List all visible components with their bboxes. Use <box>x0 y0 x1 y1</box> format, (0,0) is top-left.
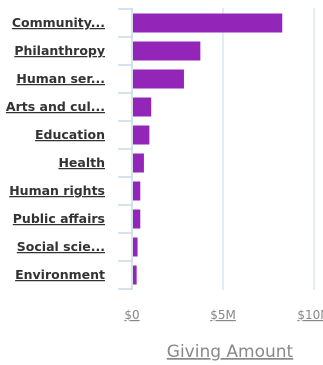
category-label-3: Arts and cul... <box>6 99 105 114</box>
tick-label-layer: $0 $5M $10M <box>124 308 323 322</box>
category-label-1: Philanthropy <box>14 43 105 58</box>
bar-8[interactable] <box>133 237 138 257</box>
bar-7[interactable] <box>133 209 141 229</box>
bar-4[interactable] <box>133 125 150 145</box>
category-label-0: Community... <box>12 15 105 30</box>
bar-5[interactable] <box>133 153 144 173</box>
category-label-5: Health <box>58 155 105 170</box>
category-label-9: Environment <box>15 267 105 282</box>
bar-6[interactable] <box>133 181 141 201</box>
bar-9[interactable] <box>133 265 137 285</box>
axis-layer <box>118 8 133 290</box>
bar-1[interactable] <box>133 41 201 61</box>
x-tick-label-1: $5M <box>210 308 236 322</box>
category-label-2: Human ser... <box>16 71 105 86</box>
bar-3[interactable] <box>133 97 152 117</box>
category-label-6: Human rights <box>9 183 105 198</box>
bar-layer <box>133 13 283 285</box>
x-axis-title: Giving Amount <box>167 342 294 362</box>
category-label-8: Social scie... <box>17 239 105 254</box>
x-tick-label-2: $10M <box>297 308 323 322</box>
category-label-4: Education <box>35 127 105 142</box>
bar-2[interactable] <box>133 69 184 89</box>
category-label-7: Public affairs <box>13 211 105 226</box>
grid-layer <box>222 8 315 290</box>
bar-0[interactable] <box>133 13 283 33</box>
x-tick-label-0: $0 <box>124 308 139 322</box>
category-label-layer: Community... Philanthropy Human ser... Arts… <box>6 15 105 282</box>
